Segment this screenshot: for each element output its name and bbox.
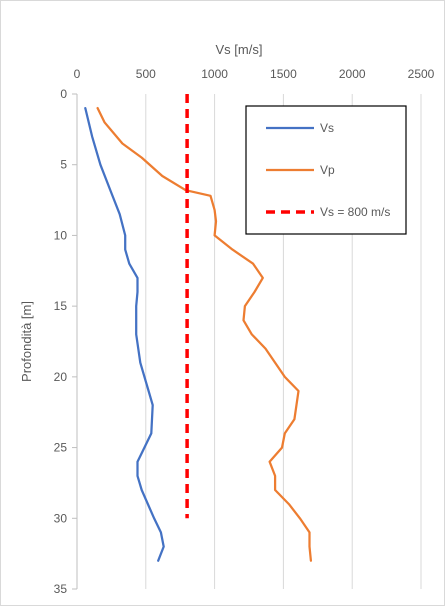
y-axis-title: Profondità [m] bbox=[19, 301, 34, 382]
y-tick-label: 15 bbox=[54, 299, 68, 313]
x-tick-label: 2500 bbox=[408, 67, 435, 81]
x-tick-label: 1000 bbox=[201, 67, 228, 81]
y-tick-label: 30 bbox=[54, 511, 68, 525]
y-tick-label: 20 bbox=[54, 370, 68, 384]
x-tick-label: 2000 bbox=[339, 67, 366, 81]
y-tick-label: 0 bbox=[60, 87, 67, 101]
series bbox=[84, 94, 313, 562]
series-line-0 bbox=[84, 106, 165, 562]
y-tick-label: 5 bbox=[60, 158, 67, 172]
legend-label-2: Vs = 800 m/s bbox=[320, 205, 390, 219]
axes: 0 500 1000 1500 2000 2500 0 5 10 15 20 25 30 35 bbox=[54, 67, 435, 596]
legend-label-0: Vs bbox=[320, 121, 334, 135]
legend-label-1: Vp bbox=[320, 163, 335, 177]
y-tick-label: 10 bbox=[54, 228, 68, 242]
legend: Vs Vp Vs = 800 m/s bbox=[245, 105, 407, 235]
x-tick-label: 0 bbox=[74, 67, 81, 81]
x-tick-label: 500 bbox=[136, 67, 156, 81]
y-tick-label: 35 bbox=[54, 582, 68, 596]
y-tick-label: 25 bbox=[54, 441, 68, 455]
x-axis-title: Vs [m/s] bbox=[216, 42, 263, 57]
x-tick-label: 1500 bbox=[270, 67, 297, 81]
